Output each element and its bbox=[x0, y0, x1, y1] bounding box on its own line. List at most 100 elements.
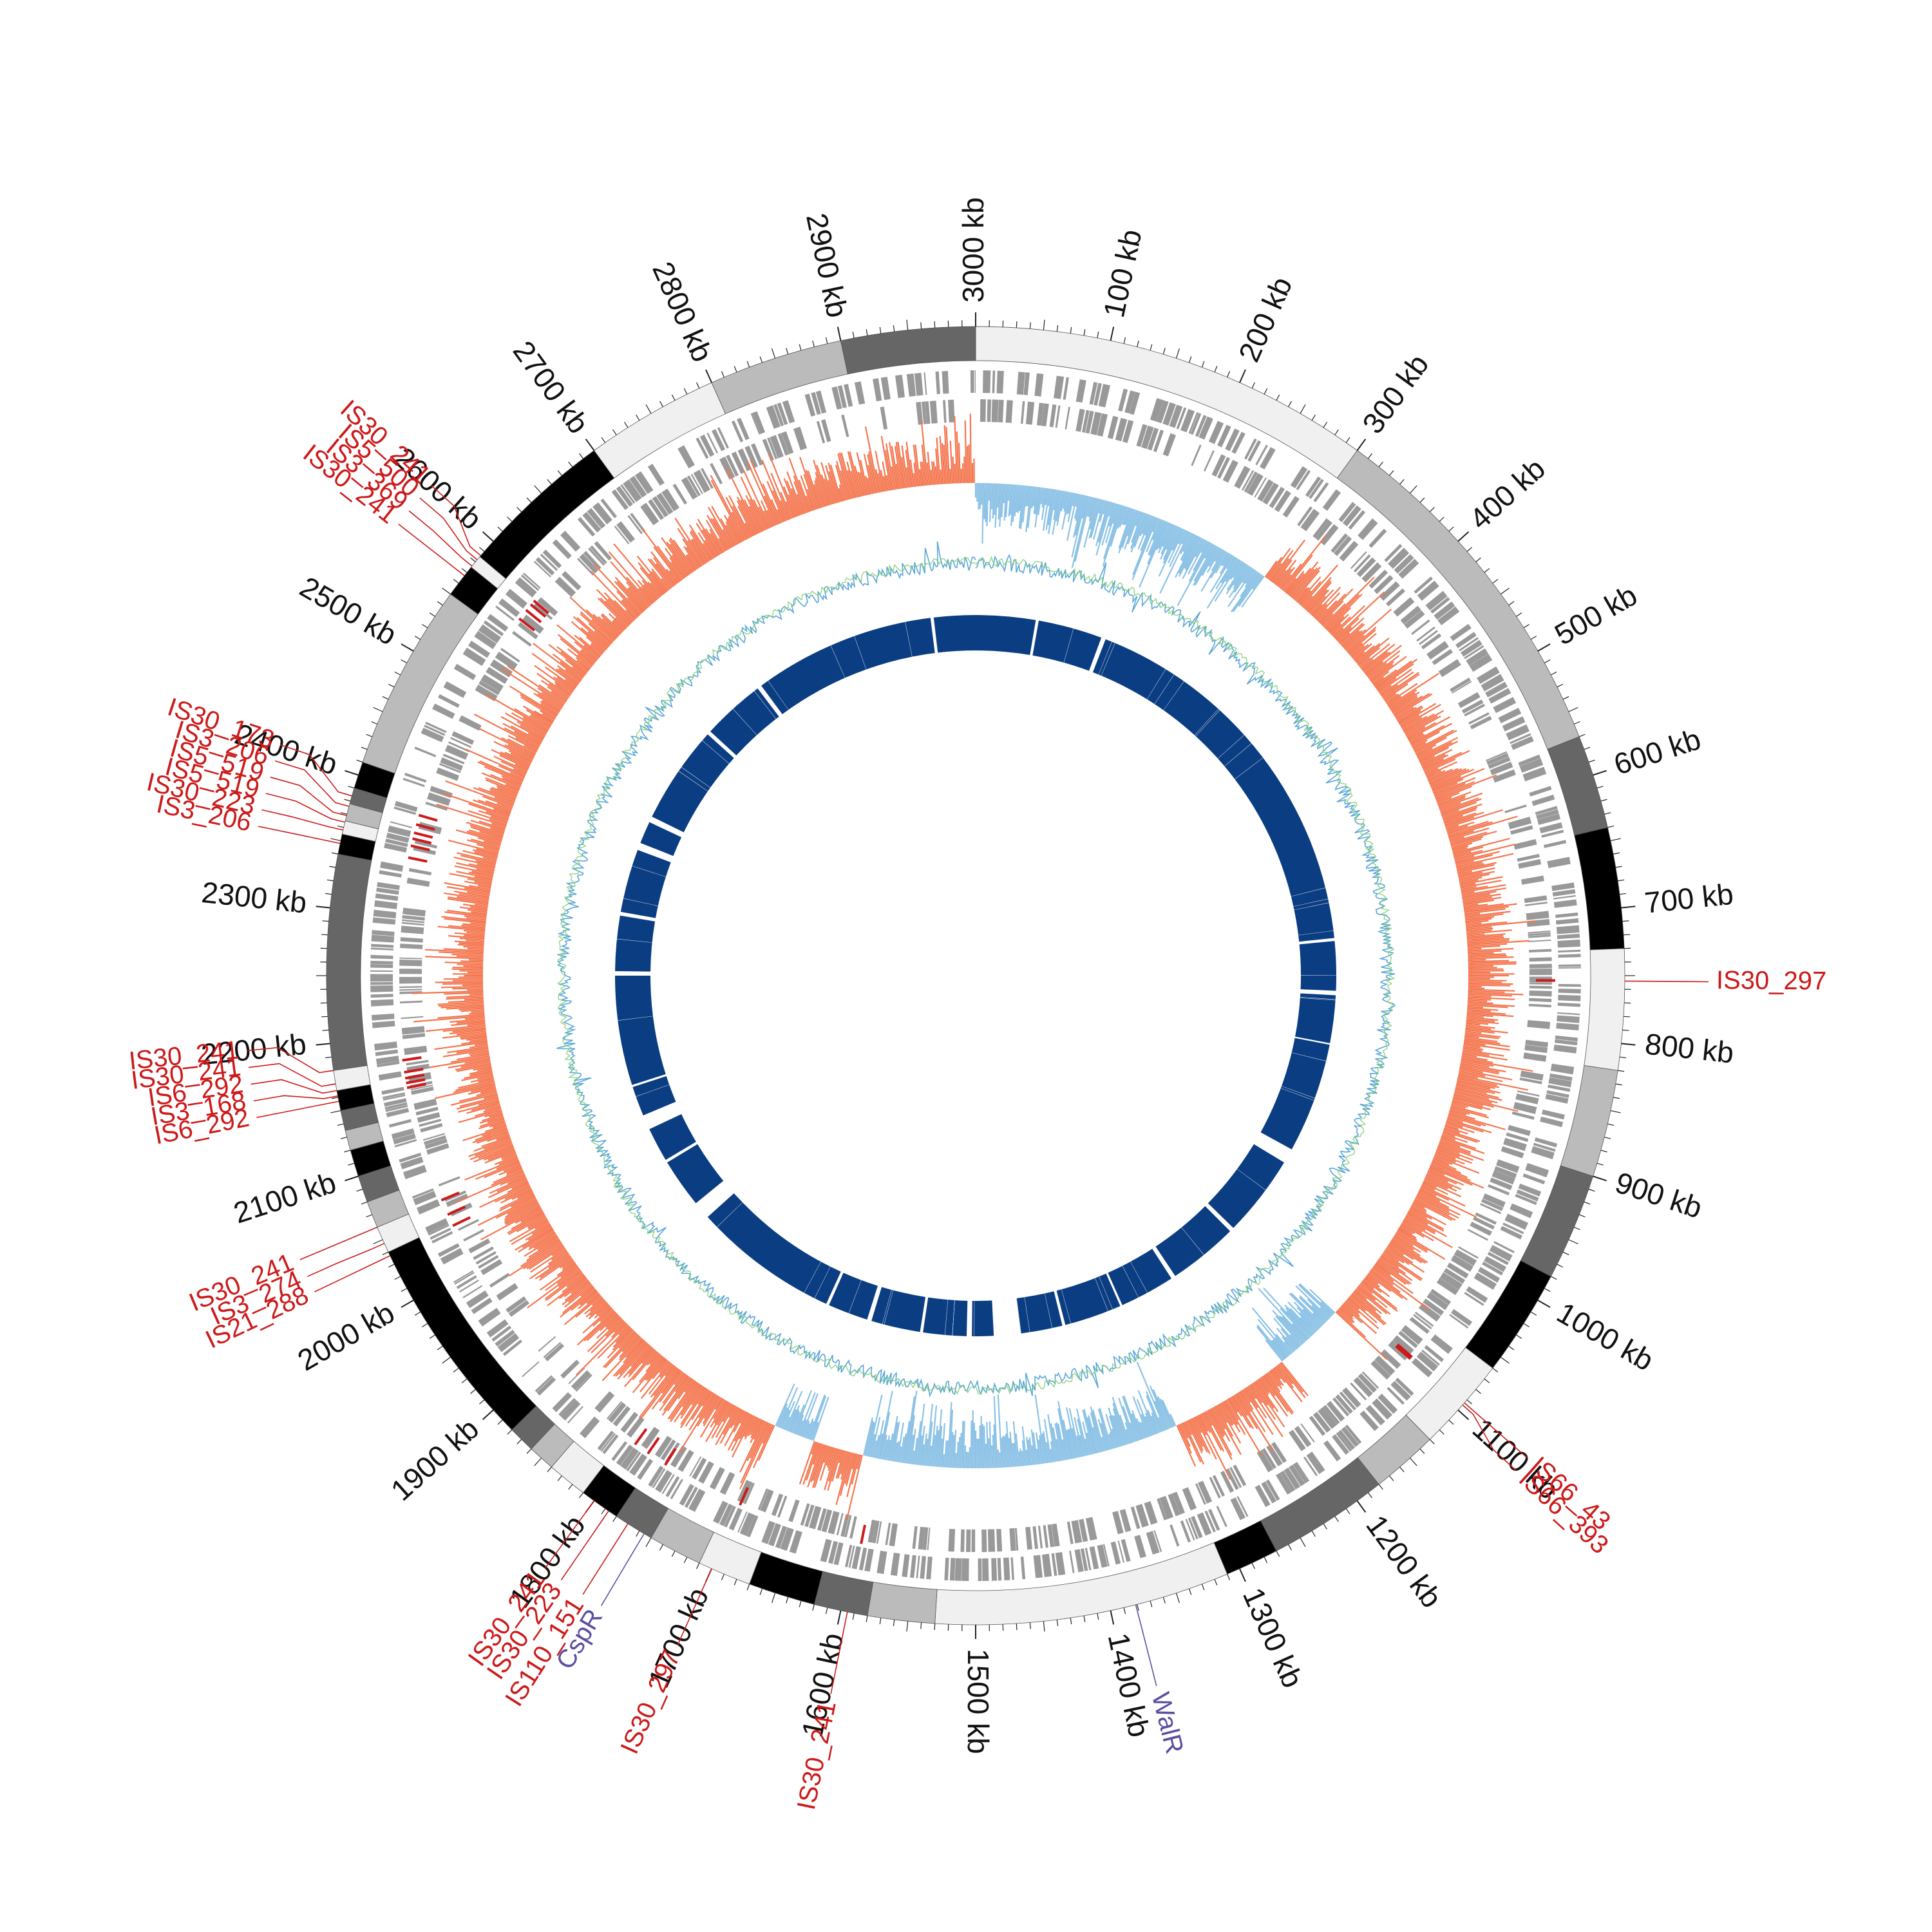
gene-block bbox=[394, 1139, 417, 1148]
minor-tick bbox=[866, 1615, 868, 1622]
is-marker bbox=[634, 1428, 648, 1446]
gene-block bbox=[1475, 1212, 1497, 1225]
gene-block bbox=[616, 486, 633, 507]
gene-block bbox=[1557, 1002, 1580, 1007]
gene-block bbox=[737, 1511, 748, 1533]
band-segment-15 bbox=[749, 1551, 823, 1605]
gene-block bbox=[1079, 1519, 1088, 1542]
gene-block bbox=[655, 1470, 672, 1493]
gene-block bbox=[486, 1319, 509, 1338]
gene-block bbox=[374, 1041, 397, 1051]
gene-block bbox=[1430, 596, 1450, 614]
major-tick bbox=[1457, 531, 1470, 542]
minor-tick bbox=[340, 812, 347, 815]
gene-block bbox=[1536, 809, 1559, 820]
gene-block bbox=[1510, 825, 1533, 835]
gene-block bbox=[1556, 925, 1580, 934]
gene-block bbox=[1529, 963, 1552, 969]
gene-block bbox=[370, 999, 394, 1007]
band-segment-3 bbox=[1574, 827, 1625, 951]
homology-block bbox=[710, 688, 779, 756]
gene-block bbox=[1529, 998, 1552, 1003]
gene-block bbox=[480, 1259, 503, 1275]
gene-block bbox=[497, 1333, 520, 1352]
gene-block bbox=[1439, 1272, 1463, 1291]
homology-thin-gap bbox=[1281, 1086, 1315, 1099]
gene-block bbox=[422, 1133, 446, 1141]
homology-thin-gap bbox=[1280, 1088, 1314, 1101]
gene-block bbox=[607, 1402, 627, 1423]
gene-block bbox=[540, 553, 558, 571]
is-leader-line bbox=[1464, 1402, 1528, 1459]
minor-tick bbox=[825, 1607, 828, 1615]
gene-block bbox=[780, 1527, 794, 1551]
gene-block bbox=[1515, 1094, 1539, 1104]
gene-block bbox=[543, 1341, 562, 1358]
gene-block bbox=[1558, 967, 1581, 969]
gene-block bbox=[568, 1367, 585, 1385]
homology-block bbox=[871, 1287, 926, 1332]
gene-block bbox=[495, 605, 515, 621]
homology-thin-gap bbox=[1101, 643, 1115, 676]
major-tick bbox=[401, 643, 414, 652]
gene-block bbox=[880, 406, 888, 430]
gene-block bbox=[1531, 1146, 1555, 1160]
minor-tick bbox=[1530, 636, 1537, 640]
gene-block bbox=[1136, 424, 1148, 448]
is-marker bbox=[406, 1083, 426, 1090]
gene-block bbox=[752, 411, 766, 434]
is-marker bbox=[452, 1216, 471, 1227]
gene-block bbox=[1545, 1094, 1569, 1104]
gene-block bbox=[1455, 632, 1477, 649]
gene-block bbox=[1069, 1550, 1075, 1573]
band-segment-44 bbox=[840, 326, 976, 375]
gene-block bbox=[1553, 1044, 1577, 1054]
gene-block bbox=[1401, 1325, 1423, 1345]
gene-block bbox=[1172, 1492, 1185, 1515]
minor-tick bbox=[721, 371, 724, 377]
minor-tick bbox=[401, 659, 407, 663]
is-marker bbox=[415, 823, 435, 831]
homology-thin-gap bbox=[1099, 1276, 1113, 1310]
minor-tick bbox=[1137, 1604, 1139, 1611]
gene-block bbox=[1025, 401, 1035, 425]
gene-block bbox=[413, 1098, 437, 1110]
gene-block bbox=[1417, 580, 1439, 601]
is-marker bbox=[413, 831, 433, 839]
minor-tick bbox=[382, 1251, 389, 1255]
band-segment-13 bbox=[867, 1582, 938, 1624]
minor-tick bbox=[1251, 382, 1255, 389]
gene-block bbox=[1162, 433, 1176, 457]
gene-block bbox=[1519, 758, 1544, 773]
gene-block bbox=[1180, 408, 1195, 433]
gene-block bbox=[652, 1468, 666, 1488]
regulator-leader-line bbox=[601, 1533, 645, 1606]
kb-label-2700: 2700 kb bbox=[507, 335, 596, 440]
gene-block bbox=[400, 1156, 424, 1170]
gene-block bbox=[906, 373, 916, 397]
gene-block bbox=[1119, 1510, 1128, 1533]
gene-block bbox=[1211, 454, 1226, 477]
minor-tick bbox=[478, 1399, 485, 1405]
gene-block bbox=[425, 721, 447, 734]
gene-block bbox=[737, 448, 752, 471]
gene-block bbox=[845, 1544, 853, 1567]
is-marker bbox=[1395, 1345, 1412, 1360]
gene-block bbox=[910, 1555, 916, 1578]
minor-tick bbox=[1378, 461, 1383, 468]
minor-tick bbox=[771, 348, 776, 359]
gene-block bbox=[1378, 1394, 1398, 1414]
minor-tick bbox=[746, 1584, 750, 1591]
is-leader-line bbox=[270, 776, 347, 817]
minor-tick bbox=[557, 1475, 562, 1481]
gene-block bbox=[679, 1484, 694, 1506]
gene-block bbox=[597, 1430, 614, 1451]
minor-tick bbox=[321, 1016, 328, 1018]
gene-block bbox=[1467, 1229, 1488, 1241]
kb-label-100: 100 kb bbox=[1097, 227, 1148, 321]
gene-block bbox=[483, 620, 504, 636]
gene-block bbox=[1220, 1470, 1235, 1493]
gene-block bbox=[692, 1457, 707, 1480]
homology-block bbox=[652, 734, 734, 833]
